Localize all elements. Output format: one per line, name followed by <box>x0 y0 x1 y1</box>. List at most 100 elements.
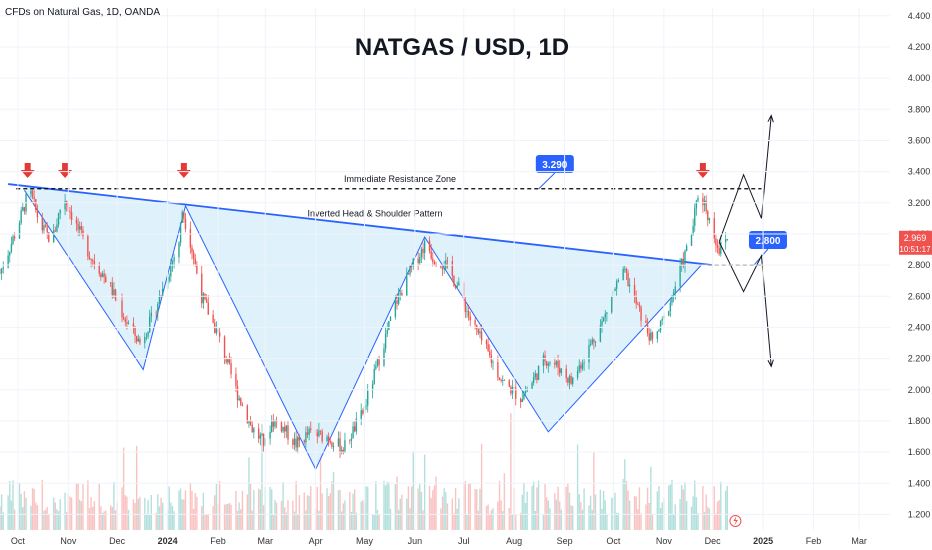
volume-bar <box>31 488 34 530</box>
candle-body <box>446 260 449 262</box>
volume-bar <box>485 505 488 530</box>
volume-bar <box>207 514 209 530</box>
candle-body <box>433 261 436 265</box>
candle-body <box>466 311 468 312</box>
volume-bar <box>70 497 73 530</box>
last-price-badge <box>899 230 932 255</box>
volume-bar <box>287 499 289 530</box>
projection-path <box>718 115 772 242</box>
candle-body <box>251 424 253 433</box>
volume-bar <box>659 507 662 530</box>
y-tick-label: 2.800 <box>908 260 931 270</box>
candle-body <box>399 292 401 294</box>
candle-body <box>477 329 480 334</box>
candle-body <box>638 304 641 307</box>
volume-bar <box>184 490 187 530</box>
volume-bar <box>114 510 117 530</box>
candle-body <box>319 430 322 432</box>
y-tick-label: 2.200 <box>908 354 931 364</box>
volume-bar <box>253 490 255 530</box>
candle-body <box>532 377 535 383</box>
candle-body <box>410 266 413 267</box>
resistance-tag-text: 3.290 <box>542 160 567 171</box>
candle-body <box>713 218 715 239</box>
volume-bar <box>155 512 157 530</box>
x-tick-label: Nov <box>656 536 673 546</box>
volume-bar <box>139 496 141 530</box>
candle-body <box>305 432 307 443</box>
candle-body <box>202 293 205 304</box>
candle-body <box>238 398 240 401</box>
candle-body <box>521 399 523 403</box>
volume-bar <box>570 505 572 530</box>
candle-body <box>371 384 374 391</box>
volume-bar <box>215 484 218 530</box>
volume-bar <box>144 497 146 530</box>
candle-body <box>121 300 123 318</box>
x-tick-label: May <box>356 536 374 546</box>
volume-bar <box>681 485 683 530</box>
support-tag: 2.800 <box>748 231 787 266</box>
volume-bar <box>160 497 162 530</box>
volume-bar <box>98 483 100 530</box>
candle-body <box>669 302 672 312</box>
candle-body <box>367 390 369 406</box>
volume-bar <box>332 471 335 530</box>
candle-body <box>622 268 624 281</box>
candle-body <box>467 311 470 317</box>
volume-bar <box>376 509 379 530</box>
candle-body <box>205 299 208 303</box>
candle-body <box>171 261 174 266</box>
candle-body <box>168 276 170 281</box>
candle-body <box>306 432 309 435</box>
candle-body <box>441 267 444 270</box>
volume-bar <box>578 494 580 530</box>
candle-body <box>253 428 255 433</box>
candle-body <box>80 226 83 230</box>
volume-bar <box>327 495 330 530</box>
candle-body <box>178 242 180 258</box>
volume-bar <box>476 489 478 530</box>
volume-bar <box>371 514 374 530</box>
volume-bar <box>589 495 592 530</box>
volume-bar <box>622 479 624 530</box>
candle-body <box>602 317 605 321</box>
volume-bar <box>474 488 476 530</box>
volume-bar <box>365 486 367 530</box>
candle-body <box>458 282 460 286</box>
y-tick-label: 4.000 <box>908 73 931 83</box>
volume-bar <box>440 508 442 530</box>
candle-body <box>75 219 78 224</box>
volume-bar <box>502 511 504 530</box>
candle-body <box>274 420 276 427</box>
candle-body <box>397 293 400 304</box>
x-tick-label: Dec <box>109 536 126 546</box>
candle-body <box>54 230 57 232</box>
volume-bar <box>441 496 444 530</box>
candle-body <box>628 284 631 287</box>
volume-bar <box>88 507 91 530</box>
candle-body <box>162 288 164 297</box>
volume-bar <box>695 497 698 530</box>
volume-bar <box>690 506 693 530</box>
volume-bar <box>705 494 707 530</box>
volume-bar <box>651 513 654 530</box>
candle-body <box>282 426 284 432</box>
candle-body <box>92 259 94 262</box>
volume-bar <box>272 514 275 530</box>
candle-body <box>375 365 377 369</box>
candle-body <box>271 420 273 433</box>
volume-bar <box>394 484 397 530</box>
candle-body <box>534 373 537 378</box>
candle-body <box>617 280 619 282</box>
candle-body <box>113 289 115 296</box>
volume-bar <box>240 509 242 530</box>
volume-bar <box>111 506 113 530</box>
candle-body <box>22 207 24 211</box>
candle-body <box>303 440 305 443</box>
volume-bar <box>12 480 14 530</box>
volume-bar <box>466 514 468 530</box>
volume-bar <box>685 500 688 530</box>
candle-body <box>383 348 385 366</box>
